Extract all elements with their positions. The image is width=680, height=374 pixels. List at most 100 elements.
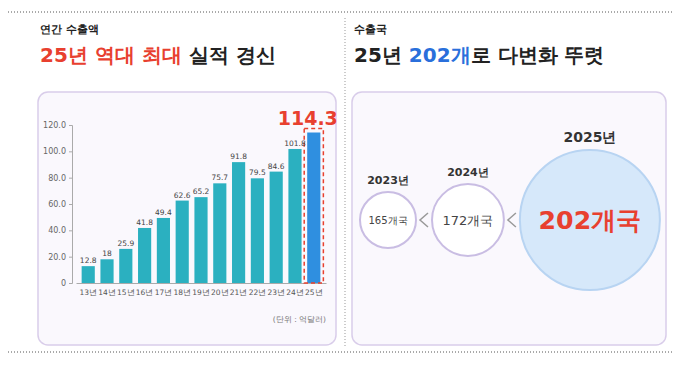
y-axis-line [69, 126, 73, 284]
x-axis-line [77, 283, 327, 284]
y-tick-mark [69, 178, 72, 179]
y-axis: 0 20.0 40.0 60.0 80.0 100.0 120.0 [43, 121, 72, 288]
y-tick-label: 80.0 [48, 174, 66, 183]
y-tick-label: 40.0 [48, 226, 66, 235]
y-tick: 100.0 [43, 147, 72, 156]
x-tick-label: 13년 [79, 288, 97, 297]
y-tick-label: 20.0 [48, 253, 66, 262]
annotation: (단위 : 억달러) [273, 315, 326, 324]
y-tick-mark [69, 257, 72, 258]
x-tick-label: 19년 [192, 288, 210, 297]
subtitle: 수출국 [354, 23, 387, 36]
data-label: 91.8 [230, 152, 247, 161]
title: 25년 202개로 다변화 뚜렷 [354, 43, 604, 67]
bar [100, 259, 113, 283]
data-labels: 12.81825.941.849.462.665.275.791.879.584… [80, 107, 338, 266]
x-tick-label: 18년 [173, 288, 191, 297]
canvas: 연간 수출액 25년 역대 최대 실적 경신 0 20.0 40.0 60.0 80.0 10… [0, 0, 680, 374]
y-tick-mark [69, 151, 72, 152]
x-tick: 18년 [173, 288, 191, 297]
title-part: 로 다변화 뚜렷 [471, 43, 605, 67]
panel-box [38, 92, 336, 345]
x-axis: 13년14년15년16년17년18년19년20년21년22년23년24년25년 [77, 284, 327, 298]
divider-bottom [8, 352, 672, 353]
bar [288, 149, 301, 283]
x-tick-label: 15년 [117, 288, 135, 297]
bar [82, 266, 95, 283]
x-tick: 23년 [267, 288, 285, 297]
data-label: 12.8 [80, 256, 97, 265]
title-part: 202개 [409, 43, 471, 67]
x-tick: 21년 [230, 288, 248, 297]
y-tick-label: 0 [61, 279, 66, 288]
x-tick: 24년 [286, 288, 304, 297]
data-label: 101.8 [284, 139, 306, 148]
subtitle: 연간 수출액 [40, 23, 99, 36]
x-tick: 16년 [136, 288, 154, 297]
bar [213, 183, 226, 283]
labels: 2023년 2024년 2025년 165개국 172개국 202개국 [367, 129, 641, 235]
x-tick: 13년 [79, 288, 97, 297]
x-tick: 15년 [117, 288, 135, 297]
year-label: 2024년 [447, 166, 489, 179]
data-label: 114.3 [278, 107, 338, 129]
panel-box [352, 92, 666, 345]
x-tick-label: 14년 [98, 288, 116, 297]
x-tick: 20년 [211, 288, 229, 297]
page: 연간 수출액 25년 역대 최대 실적 경신 0 20.0 40.0 60.0 80.0 10… [0, 0, 680, 374]
bubble [520, 150, 660, 290]
x-tick-label: 16년 [136, 288, 154, 297]
y-tick-mark [69, 283, 72, 284]
divider-top [8, 12, 672, 13]
data-label: 41.8 [136, 218, 153, 227]
y-tick: 80.0 [48, 174, 72, 183]
y-tick-mark [69, 204, 72, 205]
y-tick-mark [69, 125, 72, 126]
data-label: 18 [102, 249, 112, 258]
x-tick: 19년 [192, 288, 210, 297]
y-tick: 0 [61, 279, 72, 288]
x-tick: 22년 [249, 288, 267, 297]
highlight-box [304, 129, 323, 283]
data-label: 65.2 [193, 187, 210, 196]
x-tick-label: 21년 [230, 288, 248, 297]
x-tick-label: 25년 [305, 288, 323, 297]
data-label: 202개국 [539, 206, 642, 235]
y-tick-label: 60.0 [48, 200, 66, 209]
x-tick: 14년 [98, 288, 116, 297]
bar [157, 218, 170, 283]
bar [232, 162, 245, 283]
x-tick: 17년 [155, 288, 173, 297]
title-part: 25년 [354, 43, 409, 67]
title-part: 25년 역대 최대 [40, 43, 182, 67]
chevron [508, 213, 516, 227]
y-tick-label: 120.0 [43, 121, 66, 130]
data-label: 62.6 [174, 191, 191, 200]
title: 25년 역대 최대 실적 경신 [40, 43, 276, 67]
y-tick-label: 100.0 [43, 147, 66, 156]
y-tick: 120.0 [43, 121, 72, 130]
bar [251, 178, 264, 283]
data-label: 172개국 [443, 213, 494, 228]
y-tick: 20.0 [48, 253, 72, 262]
bar [119, 249, 132, 283]
data-label: 49.4 [155, 208, 172, 217]
data-label: 84.6 [268, 162, 285, 171]
x-tick-label: 24년 [286, 288, 304, 297]
bubble [432, 184, 504, 256]
x-tick-label: 17년 [155, 288, 173, 297]
data-label: 75.7 [211, 173, 228, 182]
title-part: 실적 경신 [182, 43, 276, 67]
x-tick: 25년 [305, 288, 323, 297]
y-tick: 40.0 [48, 226, 72, 235]
year-label: 2025년 [563, 129, 616, 145]
y-tick-mark [69, 230, 72, 231]
chevron [420, 213, 428, 227]
y-tick: 60.0 [48, 200, 72, 209]
x-tick-label: 23년 [267, 288, 285, 297]
bar [176, 201, 189, 283]
data-label: 165개국 [368, 215, 407, 226]
x-tick-label: 20년 [211, 288, 229, 297]
year-label: 2023년 [367, 174, 409, 187]
divider-middle [345, 18, 346, 346]
